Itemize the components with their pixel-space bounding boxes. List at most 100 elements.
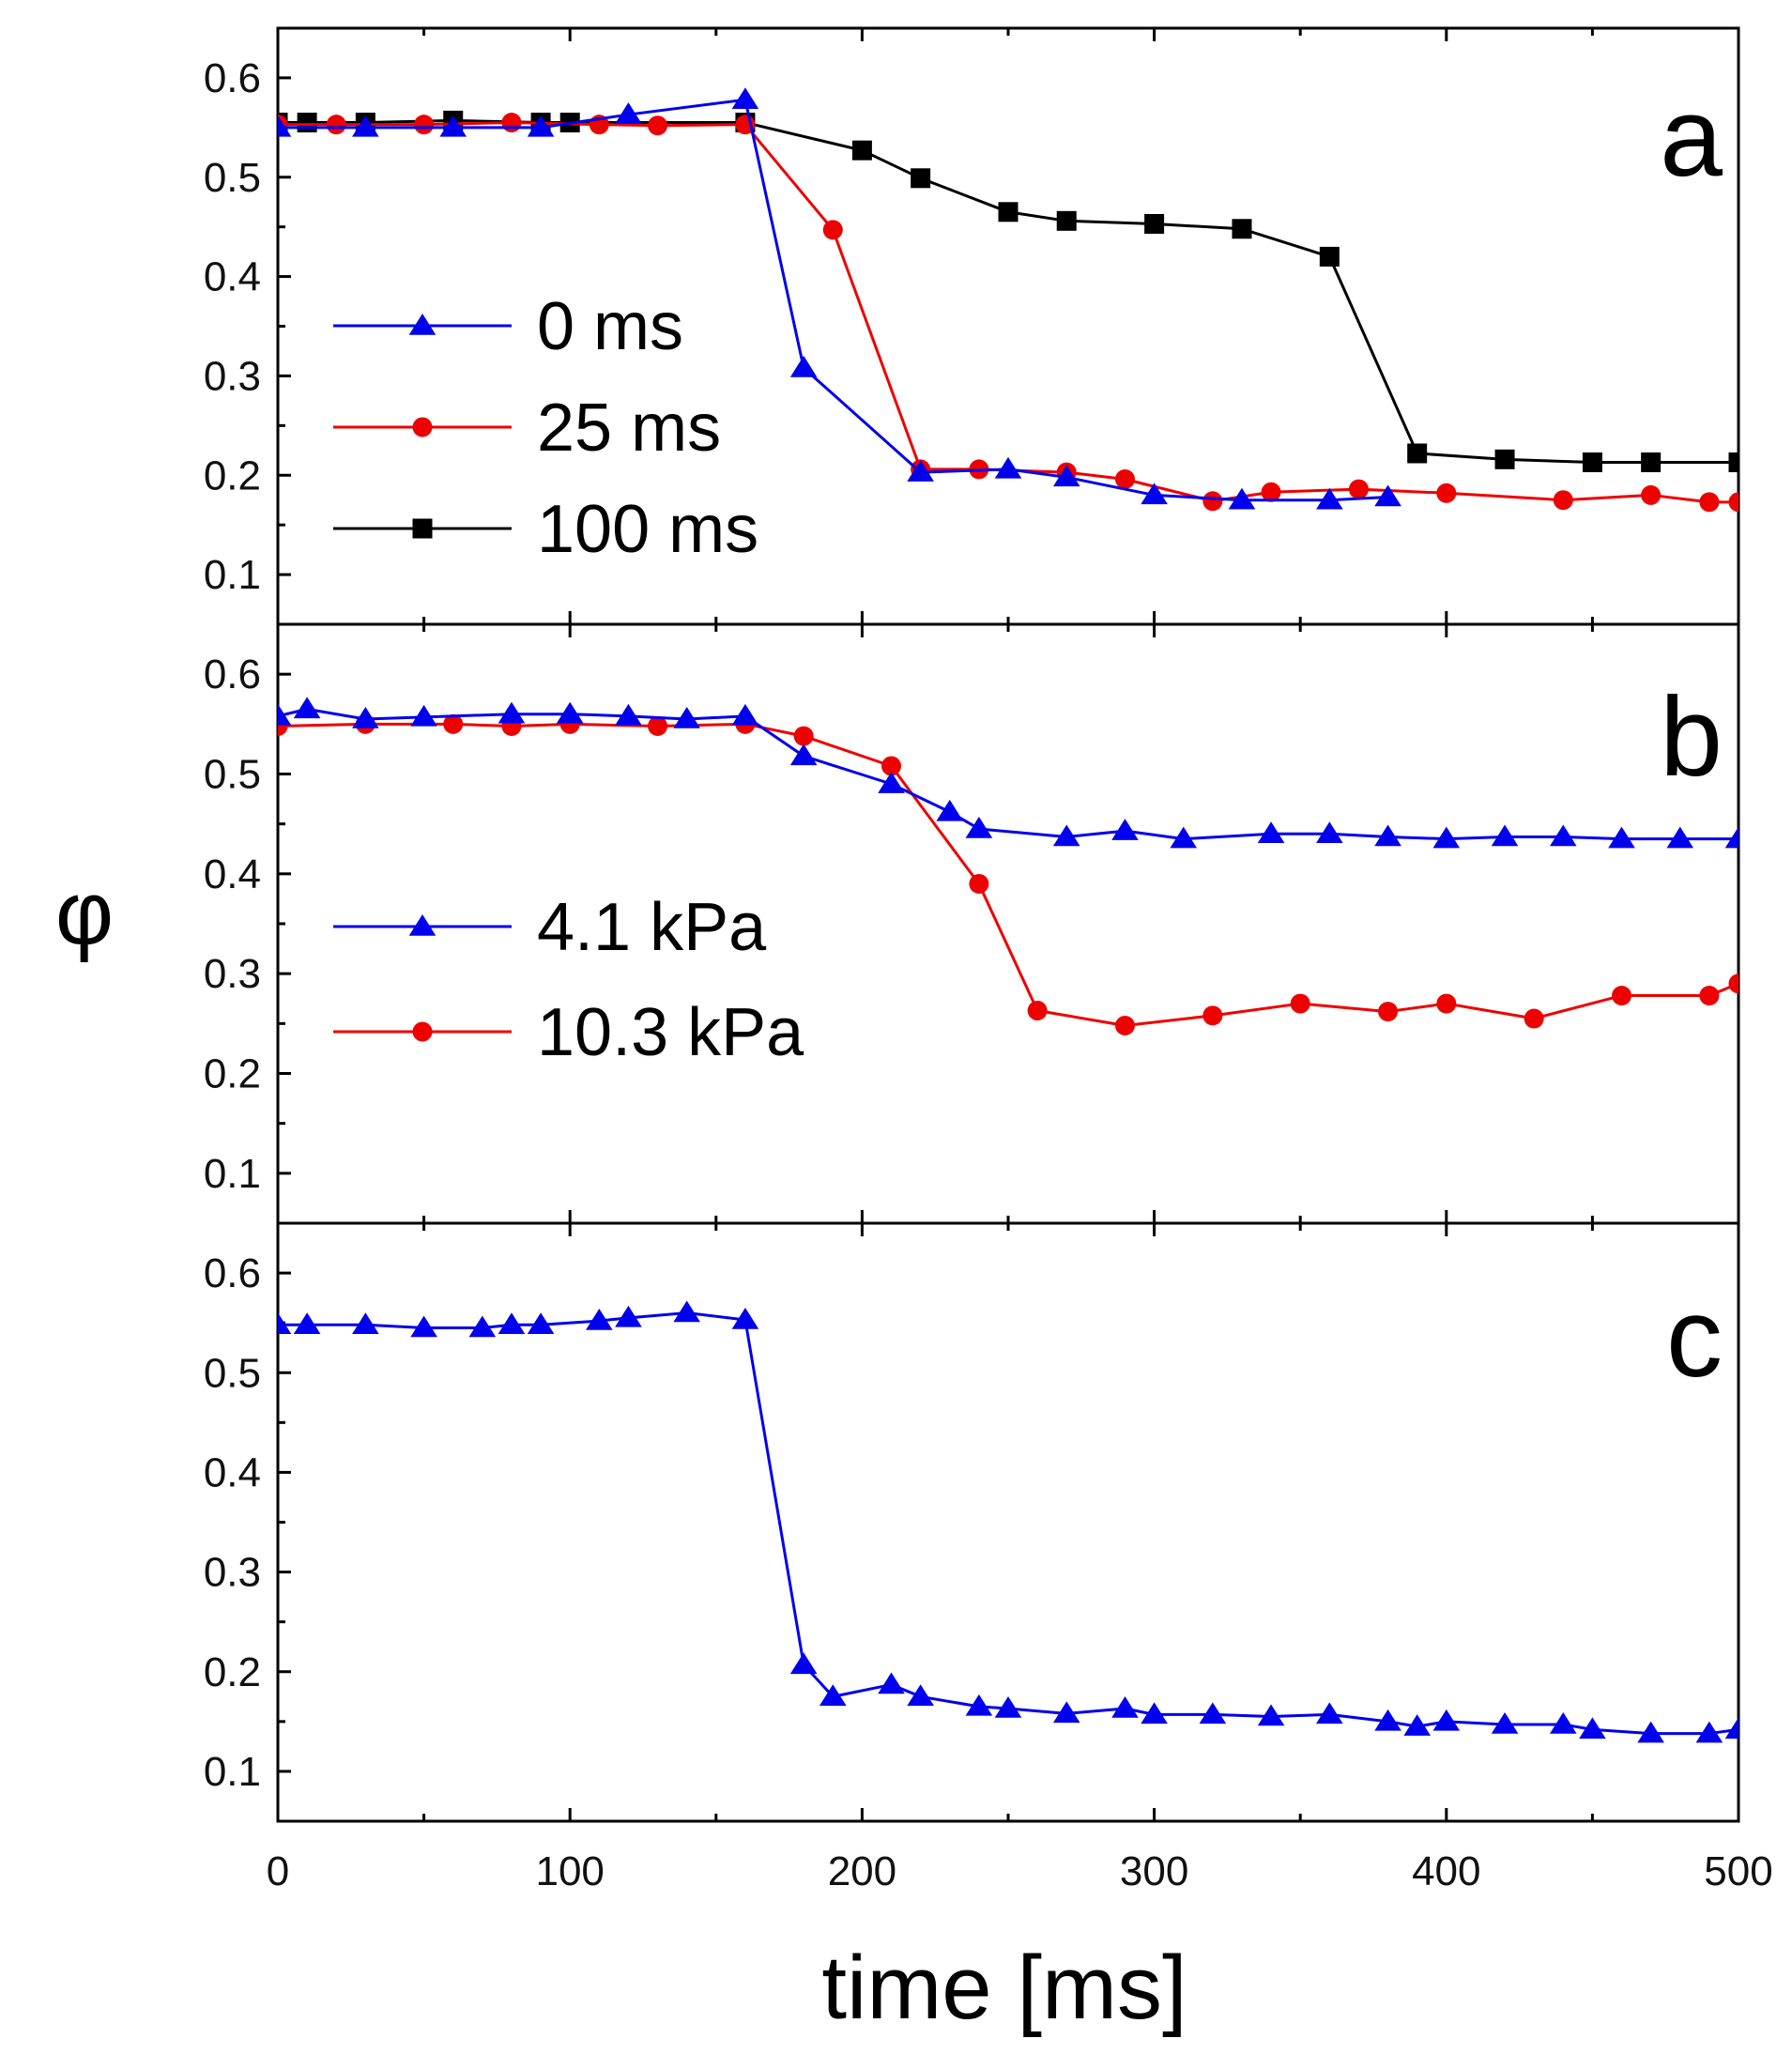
data-point bbox=[326, 115, 346, 135]
data-point bbox=[1553, 490, 1573, 511]
data-point bbox=[1666, 826, 1694, 849]
y-tick-label: 0.4 bbox=[204, 1449, 261, 1495]
y-axis-title: φ bbox=[55, 863, 114, 963]
y-tick-label: 0.5 bbox=[204, 1350, 261, 1396]
data-point bbox=[615, 102, 642, 124]
data-point bbox=[1374, 484, 1401, 507]
data-point bbox=[293, 1312, 321, 1335]
x-tick-label: 200 bbox=[828, 1848, 896, 1894]
series-line-0-ms bbox=[278, 98, 1388, 502]
data-point bbox=[1582, 452, 1602, 472]
data-point bbox=[414, 115, 435, 135]
data-point bbox=[1316, 1702, 1343, 1724]
data-point bbox=[1228, 487, 1256, 510]
data-point bbox=[1549, 1712, 1577, 1734]
data-point bbox=[1579, 1717, 1606, 1740]
series-line-series-c bbox=[278, 1311, 1738, 1736]
y-tick-label: 0.6 bbox=[204, 651, 261, 697]
legend-label: 0 ms bbox=[537, 289, 683, 364]
data-point bbox=[965, 1694, 993, 1716]
data-point bbox=[648, 115, 668, 136]
data-point bbox=[586, 1309, 613, 1330]
data-point bbox=[1052, 1701, 1080, 1724]
data-point bbox=[965, 816, 993, 838]
y-tick-label: 0.4 bbox=[204, 851, 261, 897]
plot-area bbox=[278, 87, 1738, 513]
x-tick-label: 300 bbox=[1120, 1848, 1188, 1894]
y-tick-label: 0.3 bbox=[204, 951, 261, 997]
y-tick-label: 0.5 bbox=[204, 752, 261, 798]
data-point bbox=[1114, 468, 1135, 489]
data-point bbox=[878, 1672, 905, 1694]
data-point bbox=[293, 697, 321, 719]
y-tick-label: 0.1 bbox=[204, 552, 261, 598]
data-point bbox=[527, 1312, 555, 1335]
data-point bbox=[410, 1315, 437, 1338]
data-point bbox=[1141, 1702, 1168, 1724]
panel-c: 0.1 0.2 0.3 0.4 0.5 0.6 c bbox=[204, 1221, 1740, 1823]
data-point bbox=[1641, 452, 1662, 472]
data-point bbox=[1612, 986, 1632, 1006]
series-line-25-ms bbox=[278, 121, 1738, 504]
data-point bbox=[278, 1312, 292, 1335]
data-point bbox=[1641, 484, 1662, 505]
data-point bbox=[731, 1307, 759, 1329]
data-point bbox=[731, 703, 759, 726]
data-point bbox=[969, 873, 989, 894]
data-point bbox=[1436, 993, 1457, 1014]
panel-label: c bbox=[1666, 1275, 1723, 1401]
data-point bbox=[851, 140, 872, 161]
data-point bbox=[1432, 826, 1461, 849]
data-point bbox=[501, 113, 522, 133]
data-point bbox=[1199, 1702, 1227, 1724]
data-point bbox=[1724, 826, 1738, 849]
legend-marker bbox=[408, 914, 437, 936]
data-point bbox=[994, 1696, 1022, 1718]
data-point bbox=[673, 707, 700, 728]
x-tick-label: 500 bbox=[1704, 1848, 1772, 1894]
legend-label: 25 ms bbox=[537, 391, 721, 466]
data-point bbox=[878, 772, 905, 793]
data-point bbox=[1316, 487, 1343, 510]
data-point bbox=[648, 715, 668, 736]
legend-marker bbox=[412, 518, 433, 539]
data-point bbox=[498, 701, 526, 724]
data-point bbox=[1403, 1714, 1431, 1736]
data-point bbox=[439, 115, 467, 137]
data-point bbox=[1728, 452, 1738, 472]
data-point bbox=[819, 1684, 847, 1707]
data-point bbox=[1436, 483, 1457, 503]
data-point bbox=[911, 168, 931, 189]
data-point bbox=[731, 87, 759, 109]
y-tick-label: 0.2 bbox=[204, 1649, 261, 1695]
legend-label: 10.3 kPa bbox=[537, 995, 804, 1070]
data-point bbox=[1056, 210, 1077, 231]
panel-label: a bbox=[1660, 74, 1723, 200]
data-point bbox=[1432, 1709, 1461, 1731]
data-point bbox=[1319, 246, 1340, 267]
x-tick-label: 0 bbox=[267, 1848, 289, 1894]
series-line-10_3-kPa bbox=[278, 722, 1738, 1027]
data-point bbox=[1202, 1005, 1223, 1026]
legend-marker bbox=[408, 314, 437, 335]
y-tick-label: 0.3 bbox=[204, 353, 261, 399]
data-point bbox=[1724, 1717, 1738, 1740]
x-axis-title: time [ms] bbox=[821, 1938, 1187, 2038]
data-point bbox=[1261, 482, 1281, 502]
data-point bbox=[1637, 1721, 1664, 1743]
data-point bbox=[907, 460, 934, 482]
y-tick-label: 0.6 bbox=[204, 55, 261, 101]
data-point bbox=[1027, 1001, 1048, 1021]
y-tick-label: 0.3 bbox=[204, 1550, 261, 1596]
data-point bbox=[994, 456, 1022, 479]
legend-label: 4.1 kPa bbox=[537, 890, 767, 965]
data-point bbox=[1052, 465, 1080, 487]
data-point bbox=[297, 113, 317, 133]
data-point bbox=[352, 115, 379, 137]
x-axis-tick-labels: 0 100 200 300 400 500 bbox=[267, 1848, 1773, 1894]
data-point bbox=[789, 355, 818, 377]
x-tick-label: 400 bbox=[1412, 1848, 1480, 1894]
data-point bbox=[1491, 824, 1519, 847]
data-point bbox=[1290, 993, 1310, 1014]
